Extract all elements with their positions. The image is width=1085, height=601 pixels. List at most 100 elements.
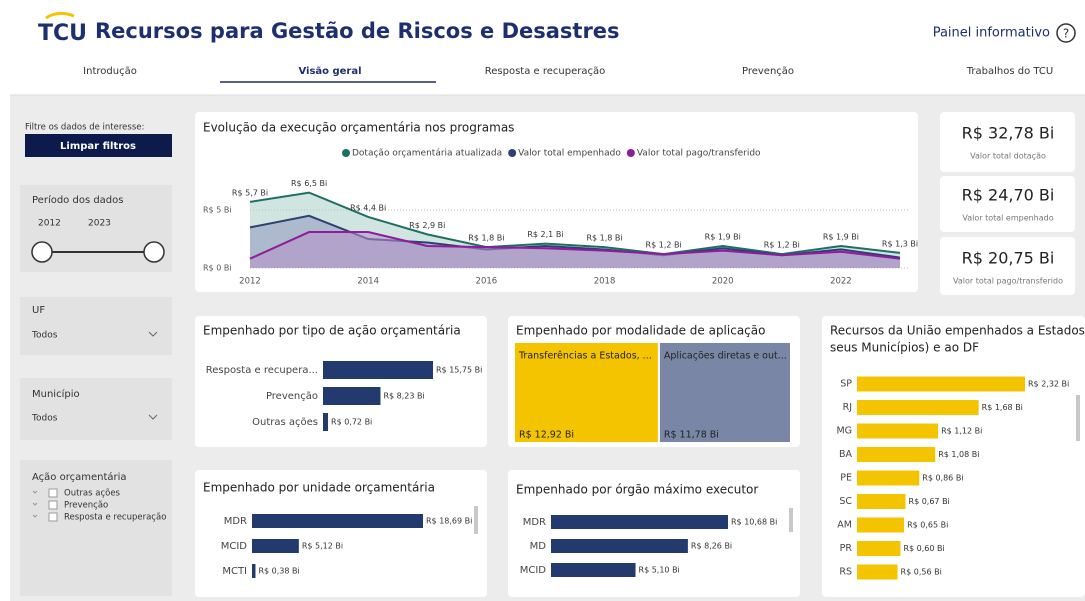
category-label: PR (840, 543, 853, 554)
option-label: Resposta e recuperação (64, 513, 166, 523)
category-label: MCTI (222, 566, 247, 577)
data-label: R$ 1,3 Bi (882, 239, 918, 248)
expand-chevron (32, 514, 38, 518)
kpi-label: Valor total dotação (970, 152, 1046, 161)
treemap-tile (515, 343, 658, 442)
data-label: R$ 1,12 Bi (941, 427, 982, 436)
scrollbar[interactable] (1076, 395, 1080, 441)
data-label: R$ 4,4 Bi (350, 203, 386, 212)
kpi-card (940, 112, 1075, 172)
y-tick-label: R$ 0 Bi (203, 264, 232, 273)
period-title: Período dos dados (32, 194, 123, 206)
data-label: R$ 0,72 Bi (331, 418, 372, 427)
category-label: MDR (523, 517, 546, 528)
line (249, 191, 901, 256)
legend-marker (342, 149, 350, 157)
bar (857, 517, 905, 533)
tab[interactable]: Prevenção (742, 66, 794, 77)
category-label: RS (839, 567, 852, 578)
scrollbar[interactable] (474, 506, 478, 534)
tile-value: R$ 12,92 Bi (519, 430, 574, 441)
chart-title: Empenhado por unidade orçamentária (203, 481, 435, 495)
bar (551, 539, 688, 553)
data-label: R$ 1,8 Bi (586, 234, 622, 243)
category-label: Outras ações (252, 417, 318, 428)
x-tick-label: 2014 (357, 277, 379, 287)
period-end: 2023 (88, 219, 111, 229)
category-label: PE (840, 473, 852, 484)
tab[interactable]: Resposta e recuperação (485, 66, 605, 77)
legend-marker (508, 149, 517, 157)
tile-value: R$ 11,78 Bi (664, 430, 719, 441)
category-label: AM (837, 520, 852, 531)
checkbox[interactable] (48, 500, 58, 510)
data-label: R$ 1,9 Bi (823, 232, 859, 241)
data-label: R$ 5,12 Bi (302, 542, 343, 551)
filter-label: Filtre os dados de interesse: (25, 123, 144, 133)
chart-title: Empenhado por modalidade de aplicação (516, 324, 765, 338)
data-label: R$ 1,68 Bi (982, 403, 1023, 412)
category-label: MG (836, 426, 852, 437)
slider-handle[interactable] (143, 241, 165, 263)
bar (252, 514, 423, 528)
x-tick-label: 2016 (476, 277, 498, 287)
data-label: R$ 10,68 Bi (731, 518, 777, 527)
data-label: R$ 1,9 Bi (705, 232, 741, 241)
page-title: Recursos para Gestão de Riscos e Desastr… (95, 19, 620, 43)
x-tick-label: 2020 (712, 277, 734, 287)
option-label: Outras ações (64, 489, 121, 499)
data-label: R$ 8,26 Bi (691, 542, 732, 551)
clear-button-label[interactable]: Limpar filtros (60, 141, 136, 152)
expand-chevron (32, 490, 38, 494)
uf-value[interactable]: Todos (31, 331, 58, 341)
bar (857, 470, 920, 486)
category-label: MCID (221, 541, 248, 552)
bar (252, 564, 256, 578)
data-label: R$ 0,60 Bi (903, 544, 944, 553)
checkbox[interactable] (48, 512, 58, 522)
bar (551, 563, 636, 577)
help-icon[interactable] (1056, 23, 1076, 43)
info-link[interactable]: Painel informativo (933, 26, 1050, 41)
category-label: BA (839, 449, 853, 460)
category-label: MCID (520, 565, 547, 576)
data-label: R$ 1,8 Bi (468, 234, 504, 243)
tile-label: Aplicações diretas e out... (664, 351, 787, 362)
line (249, 231, 901, 260)
legend-label: Dotação orçamentária atualizada (352, 149, 502, 159)
help-text[interactable]: ? (1063, 27, 1069, 41)
bar (857, 541, 901, 556)
tab[interactable]: Visão geral (298, 66, 361, 77)
uf-title: UF (32, 305, 45, 316)
tab[interactable]: Trabalhos do TCU (966, 66, 1053, 77)
bar (323, 361, 433, 379)
category-label: MDR (224, 516, 247, 527)
x-tick-label: 2018 (594, 277, 616, 287)
municipio-value[interactable]: Todos (31, 414, 58, 424)
chart-title: Empenhado por órgão máximo executor (516, 483, 758, 497)
acao-card (20, 460, 172, 596)
slider-handle[interactable] (31, 241, 53, 263)
legend-marker (626, 149, 635, 157)
acao-options: Outras ações Prevenção Resposta e recupera… (32, 488, 166, 523)
bar (857, 447, 936, 462)
clear-button[interactable] (25, 134, 172, 157)
data-label: R$ 15,75 Bi (436, 366, 482, 375)
tile-label: Transferências a Estados, ... (518, 351, 652, 362)
checkbox[interactable] (48, 488, 58, 498)
data-label: R$ 1,2 Bi (646, 241, 682, 250)
period-start: 2012 (38, 219, 61, 229)
dropdown-chevron[interactable] (148, 414, 158, 420)
category-label: MD (530, 541, 547, 552)
legend-label: Valor total empenhado (518, 149, 621, 159)
dropdown-chevron[interactable] (148, 331, 158, 337)
tab[interactable]: Introdução (83, 66, 137, 77)
category-label: Resposta e recupera... (206, 365, 318, 376)
bar-card (195, 316, 487, 447)
scrollbar[interactable] (789, 508, 793, 532)
x-tick-label: 2022 (830, 277, 852, 287)
treemap-tile (659, 343, 790, 442)
data-label: R$ 0,38 Bi (258, 567, 299, 576)
data-label: R$ 2,9 Bi (409, 221, 445, 230)
data-label: R$ 2,32 Bi (1028, 380, 1069, 389)
